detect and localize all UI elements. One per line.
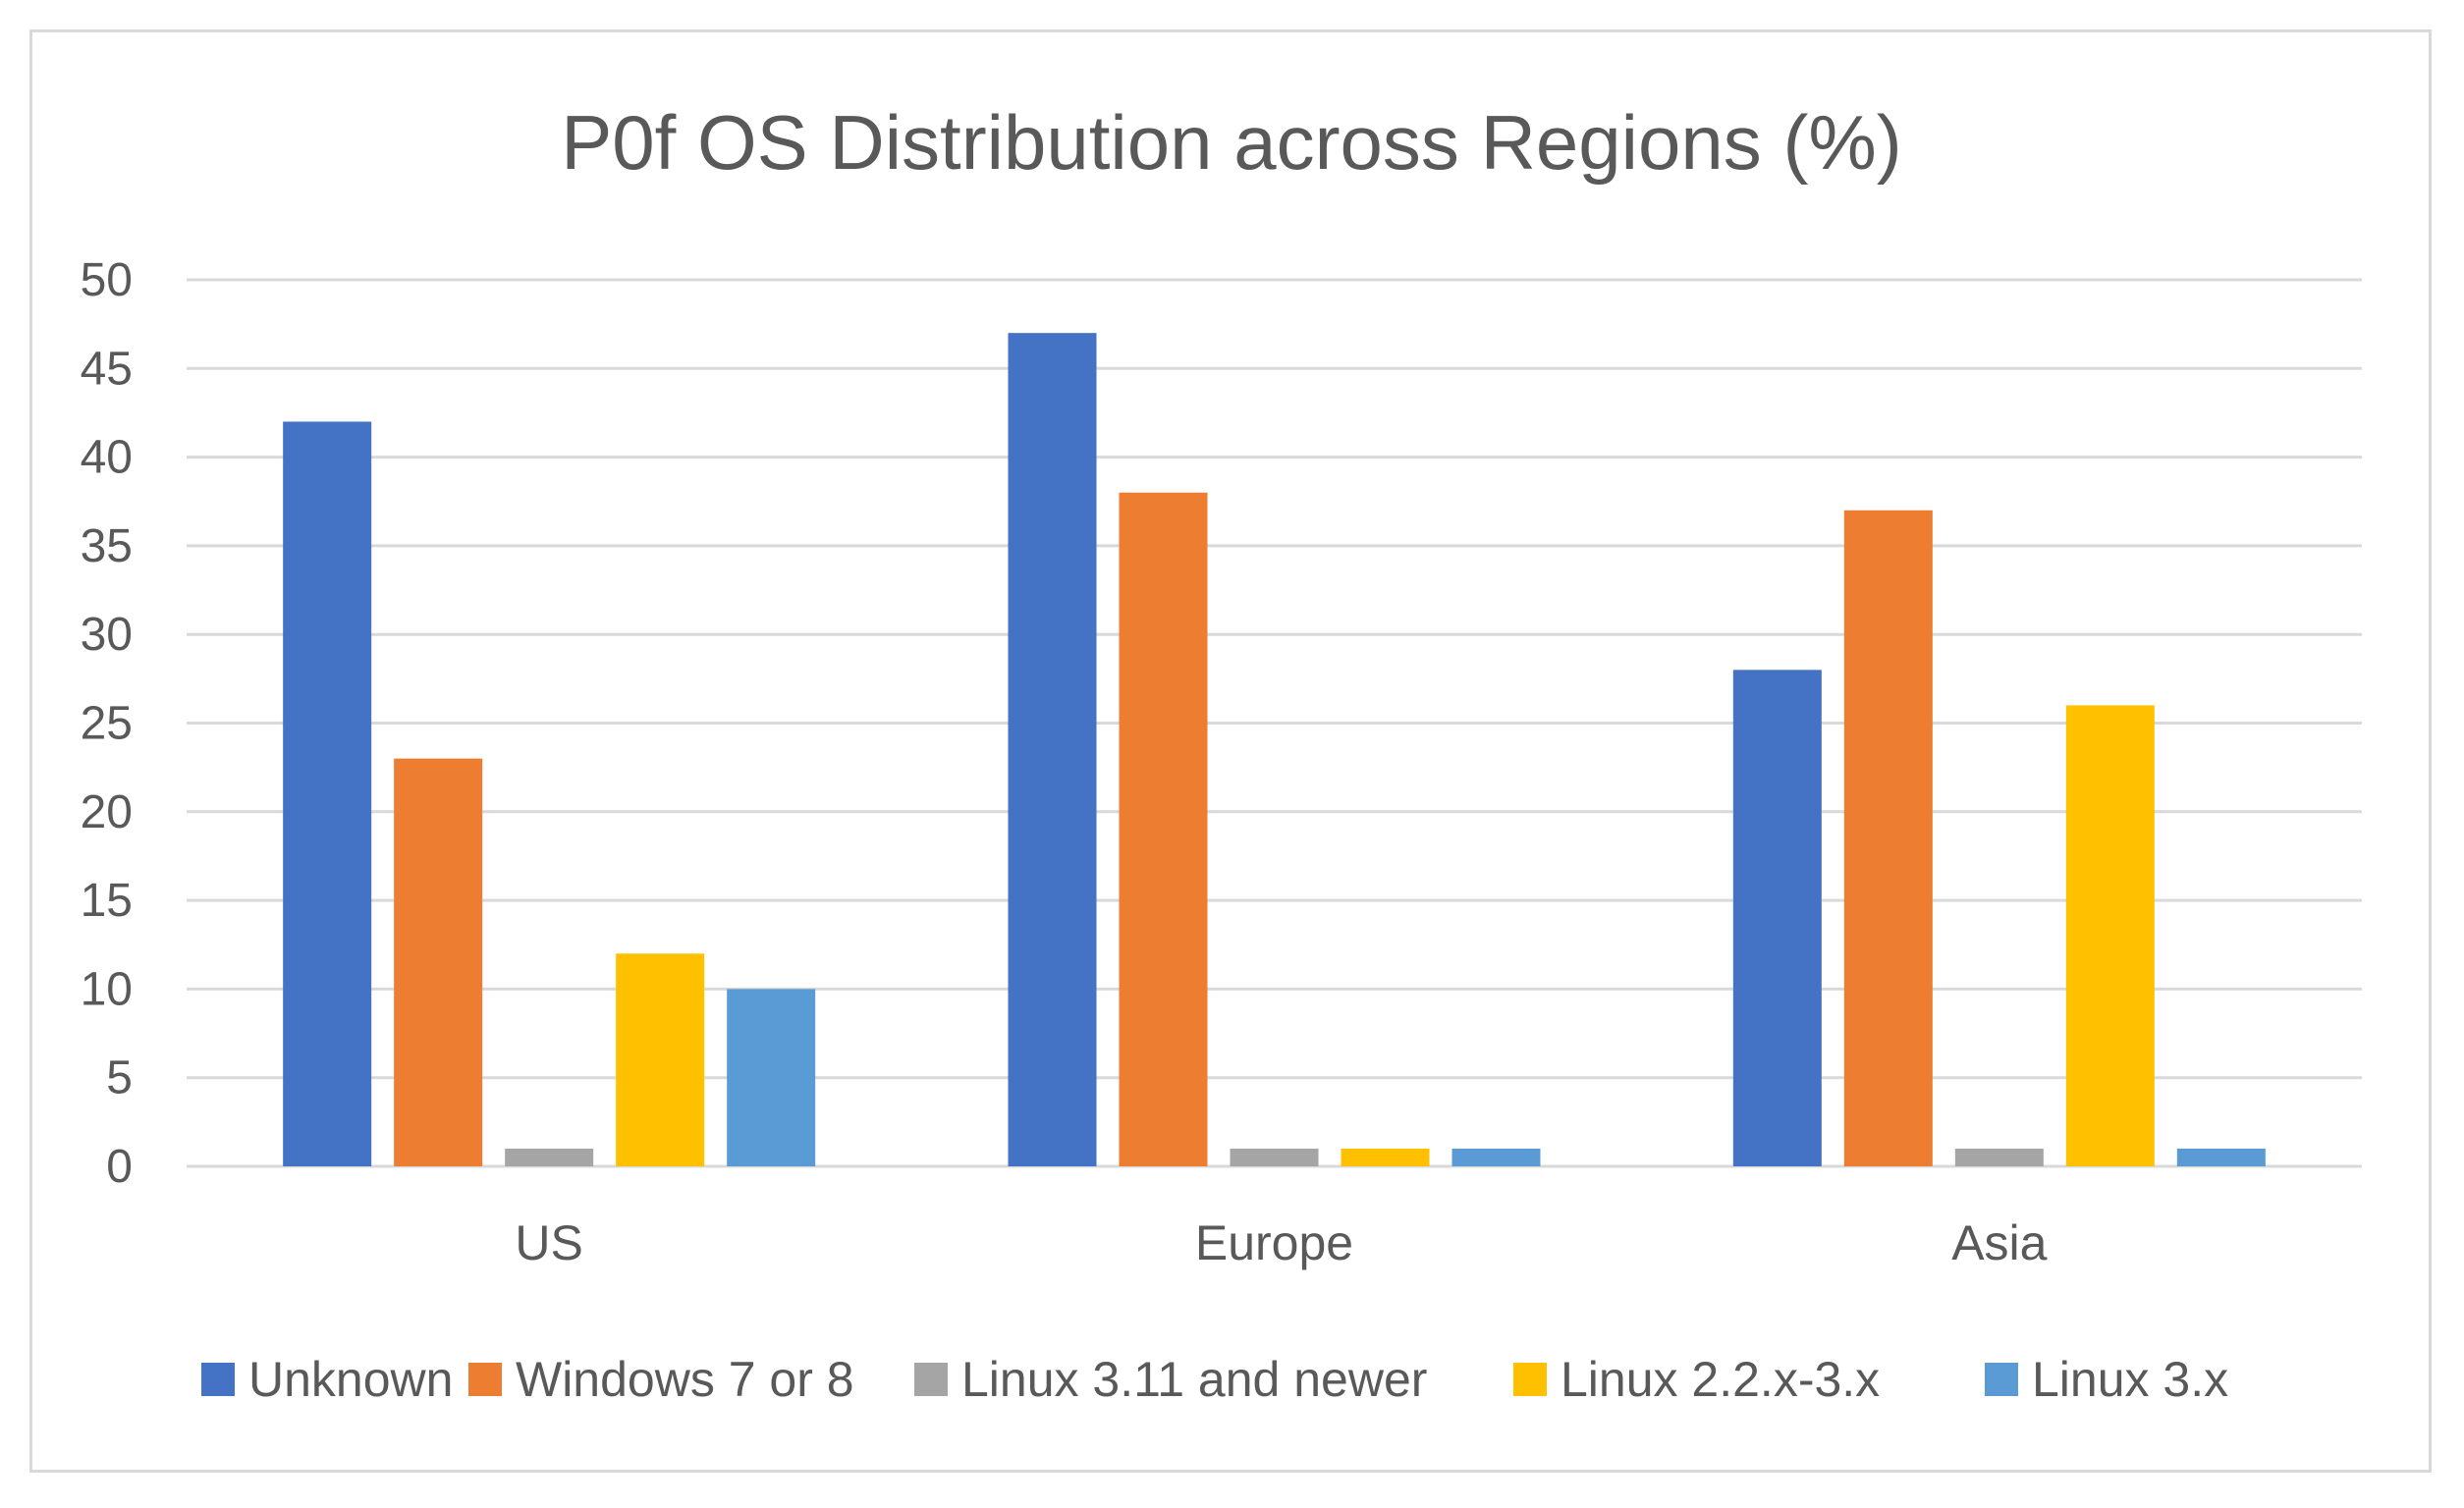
- legend-label: Unknown: [248, 1352, 453, 1407]
- legend-swatch: [1985, 1363, 2018, 1396]
- legend-swatch: [1513, 1363, 1547, 1396]
- bars: [283, 333, 2266, 1167]
- y-tick-label: 45: [81, 343, 133, 395]
- y-axis-ticks: 0 5 10 15 20 25 30 35 40 45 50: [81, 254, 133, 1193]
- bar-us-series-1: [394, 758, 483, 1166]
- gridlines: [187, 278, 2362, 1168]
- chart-title: P0f OS Distribution across Regions (%): [561, 99, 1902, 186]
- legend: Unknown Windows 7 or 8 Linux 3.11 and newe…: [201, 1352, 2228, 1407]
- bar-europe-series-2: [1230, 1148, 1319, 1166]
- bar-us-series-2: [505, 1148, 594, 1166]
- x-tick-label: Europe: [1195, 1215, 1353, 1270]
- y-tick-label: 25: [81, 698, 133, 750]
- y-tick-label: 15: [81, 875, 133, 927]
- x-axis-ticks: US Europe Asia: [515, 1215, 2047, 1270]
- bar-europe-series-4: [1451, 1148, 1541, 1166]
- bar-asia-series-2: [1954, 1148, 2044, 1166]
- bar-us-series-0: [283, 421, 372, 1167]
- y-tick-label: 0: [106, 1141, 133, 1193]
- legend-label: Linux 3.11 and newer: [961, 1352, 1427, 1407]
- bar-europe-series-1: [1119, 492, 1208, 1167]
- bar-asia-series-1: [1843, 510, 1933, 1166]
- x-tick-label: Asia: [1951, 1215, 2047, 1270]
- legend-swatch: [468, 1363, 502, 1396]
- y-tick-label: 30: [81, 609, 133, 661]
- y-tick-label: 50: [81, 254, 133, 306]
- bar-europe-series-3: [1341, 1148, 1430, 1166]
- y-tick-label: 5: [106, 1052, 133, 1104]
- legend-label: Linux 2.2.x-3.x: [1561, 1352, 1880, 1407]
- y-tick-label: 20: [81, 786, 133, 838]
- bar-us-series-3: [616, 953, 705, 1166]
- legend-label: Linux 3.x: [2032, 1352, 2228, 1407]
- legend-label: Windows 7 or 8: [516, 1352, 854, 1407]
- x-tick-label: US: [515, 1215, 582, 1270]
- bar-asia-series-0: [1732, 670, 1822, 1166]
- y-tick-label: 10: [81, 963, 133, 1015]
- legend-swatch: [201, 1363, 235, 1396]
- legend-swatch: [914, 1363, 948, 1396]
- chart-frame: [29, 29, 2432, 1473]
- y-tick-label: 35: [81, 520, 133, 572]
- y-tick-label: 40: [81, 432, 133, 484]
- bar-europe-series-0: [1008, 333, 1097, 1166]
- bar-asia-series-4: [2176, 1148, 2266, 1166]
- bar-asia-series-3: [2065, 705, 2155, 1166]
- bar-us-series-4: [727, 989, 816, 1166]
